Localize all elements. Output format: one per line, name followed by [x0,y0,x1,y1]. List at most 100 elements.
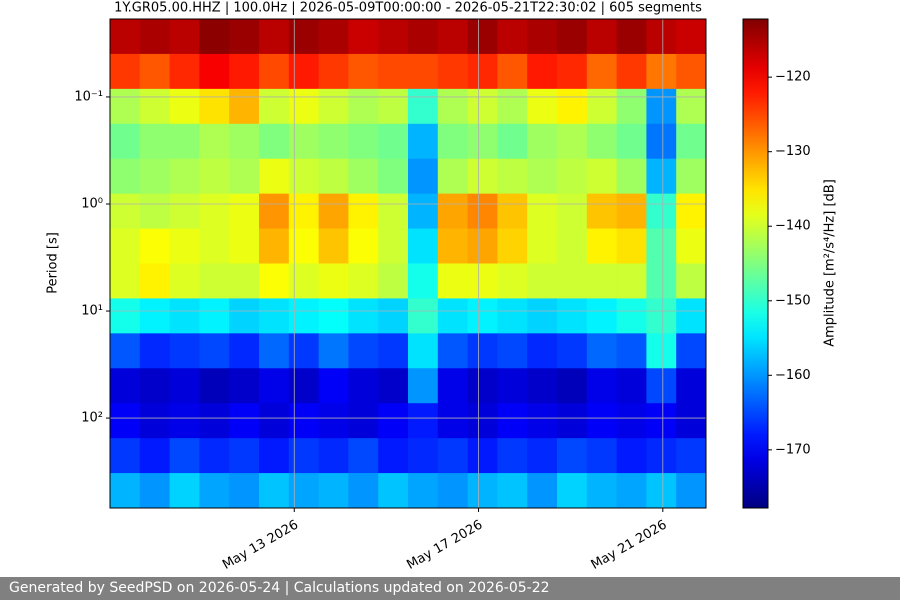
heatmap-cell [616,403,647,439]
heatmap-cell [288,88,320,125]
heatmap-cell [527,228,558,264]
heatmap-cell [229,298,260,334]
heatmap-cell [199,403,230,439]
heatmap-cell [288,263,320,299]
heatmap-cell [169,263,200,299]
heatmap-cell [497,158,528,195]
colorbar-tick-label: −150 [775,293,811,308]
heatmap-cell [378,158,409,195]
heatmap-cell [646,193,677,230]
heatmap-cell [437,368,469,404]
heatmap-cell [557,88,588,125]
heatmap-cell [199,193,230,230]
heatmap-cell [497,53,528,90]
heatmap-cell [110,123,141,160]
heatmap-cell [259,19,290,55]
heatmap-cell [259,123,290,160]
heatmap-cell [557,158,588,195]
heatmap-cell [348,263,379,299]
heatmap-cell [527,263,558,299]
heatmap-cell [169,228,200,264]
heatmap-cell [318,158,349,195]
heatmap-cell [497,333,528,369]
heatmap-cell [557,53,588,90]
heatmap-cell [616,228,647,264]
heatmap-cell [169,193,200,230]
heatmap-cell [110,53,141,90]
heatmap-cell [348,158,379,195]
heatmap-cell [408,88,439,125]
heatmap-cell [139,193,171,230]
heatmap-cell [288,298,320,334]
heatmap-cell [467,473,498,509]
heatmap-cell [259,438,290,474]
heatmap-cell [378,53,409,90]
heatmap-cell [646,263,677,299]
heatmap-cell [586,158,618,195]
colorbar-tick-label: −120 [775,70,811,85]
heatmap-cell [288,19,320,55]
heatmap-cell [467,88,498,125]
heatmap-cell [408,403,439,439]
heatmap-cell [229,473,260,509]
heatmap-cell [169,403,200,439]
heatmap-cell [527,158,558,195]
y-axis-label: Period [s] [46,232,61,294]
heatmap-cell [437,438,469,474]
heatmap-cell [199,88,230,125]
heatmap-cell [586,123,618,160]
heatmap-cell [169,19,200,55]
heatmap-cell [348,438,379,474]
heatmap-cell [467,333,498,369]
heatmap-cell [646,19,677,55]
heatmap-cell [557,123,588,160]
heatmap-cell [527,403,558,439]
heatmap-cell [527,19,558,55]
heatmap-cell [110,88,141,125]
heatmap-cell [199,158,230,195]
heatmap-cell [229,88,260,125]
heatmap-cell [616,123,647,160]
y-tick-label: 10⁻¹ [74,89,103,104]
heatmap-cell [557,228,588,264]
heatmap-cell [259,263,290,299]
heatmap-cell [318,403,349,439]
heatmap-cell [288,438,320,474]
heatmap-cell [348,53,379,90]
heatmap-cell [229,123,260,160]
heatmap-cell [676,123,707,160]
heatmap-cell [259,403,290,439]
heatmap-cell [557,473,588,509]
heatmap-cell [408,123,439,160]
heatmap-cell [616,19,647,55]
heatmap-cell [110,368,141,404]
y-tick-label: 10⁰ [81,196,103,211]
heatmap-cell [199,123,230,160]
heatmap-cell [527,298,558,334]
heatmap-cell [259,88,290,125]
colorbar-tick-label: −130 [775,144,811,159]
heatmap-cell [437,19,469,55]
heatmap-cell [378,473,409,509]
heatmap-cell [557,298,588,334]
heatmap-cell [378,19,409,55]
heatmap-cell [616,368,647,404]
heatmap-cell [497,19,528,55]
heatmap-cell [467,438,498,474]
heatmap-cell [497,368,528,404]
heatmap-cell [288,333,320,369]
heatmap-cell [348,123,379,160]
heatmap-cell [259,333,290,369]
heatmap-cell [229,228,260,264]
heatmap-cell [348,473,379,509]
heatmap-cell [497,193,528,230]
heatmap-cell [527,368,558,404]
heatmap-cell [378,368,409,404]
heatmap-cell [527,88,558,125]
heatmap-cell [437,158,469,195]
heatmap-cell [586,333,618,369]
heatmap-cell [646,403,677,439]
heatmap-cell [110,228,141,264]
heatmap-cell [378,88,409,125]
heatmap-cell [676,228,707,264]
